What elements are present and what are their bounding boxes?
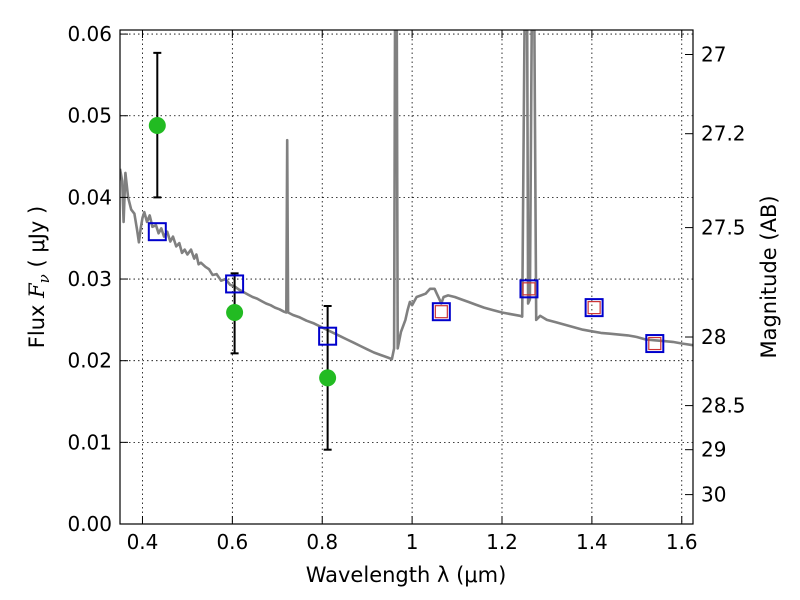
x-tick-label: 0.4 [127, 530, 159, 554]
model-photometry-box [147, 222, 167, 242]
y2-tick-label: 30 [701, 483, 726, 507]
model-photometry-box [431, 302, 451, 322]
model-photometry-box [318, 326, 338, 346]
x-axis: 0.4 0.6 0.8 1 1.2 1.4 1.6 [127, 30, 698, 554]
y-tick-label: 0.06 [67, 22, 112, 46]
y2-tick-label: 28.5 [701, 394, 746, 418]
observed-points [148, 117, 337, 387]
inner-photometry-box [587, 301, 601, 315]
y2-tick-label: 28 [701, 325, 726, 349]
model-photometry-box [584, 298, 604, 318]
inner-photometry-boxes [434, 282, 662, 351]
plot-frame [119, 29, 694, 525]
y-tick-label: 0.04 [67, 185, 112, 209]
y2-axis: 27 27.2 27.5 28 28.5 29 30 [685, 42, 746, 507]
y-tick-label: 0.05 [67, 104, 112, 128]
x-tick-label: 1.2 [486, 530, 518, 554]
model-spectrum-line [120, 30, 693, 361]
x-axis-label: Wavelength λ (μm) [306, 563, 507, 587]
y-tick-label: 0.02 [67, 349, 112, 373]
x-tick-label: 1.6 [666, 530, 698, 554]
x-tick-label: 0.8 [306, 530, 338, 554]
inner-photometry-box [648, 336, 662, 351]
y-axis: 0.00 0.01 0.02 0.03 0.04 0.05 0.06 [67, 22, 128, 536]
observed-point [319, 369, 337, 387]
y-tick-label: 0.01 [67, 430, 112, 454]
model-photometry-box [519, 279, 539, 299]
y2-tick-label: 27 [701, 42, 726, 66]
model-photometry-boxes [147, 222, 665, 354]
inner-photometry-box [434, 305, 448, 319]
model-photometry-box [645, 334, 665, 354]
observed-point [226, 304, 244, 322]
y2-tick-label: 29 [701, 438, 726, 462]
x-tick-label: 1.4 [576, 530, 608, 554]
y2-tick-label: 27.5 [701, 216, 746, 240]
y-tick-label: 0.03 [67, 267, 112, 291]
inner-photometry-box [522, 282, 536, 296]
model-photometry-box [225, 274, 245, 294]
y2-axis-label: Magnitude (AB) [757, 195, 781, 358]
y-axis-label: Flux Fν ( μJy ) [25, 206, 53, 348]
x-tick-label: 1 [406, 530, 419, 554]
observed-point [148, 117, 166, 135]
x-tick-label: 0.6 [216, 530, 248, 554]
y-tick-label: 0.00 [67, 512, 112, 536]
y2-tick-label: 27.2 [701, 122, 746, 146]
